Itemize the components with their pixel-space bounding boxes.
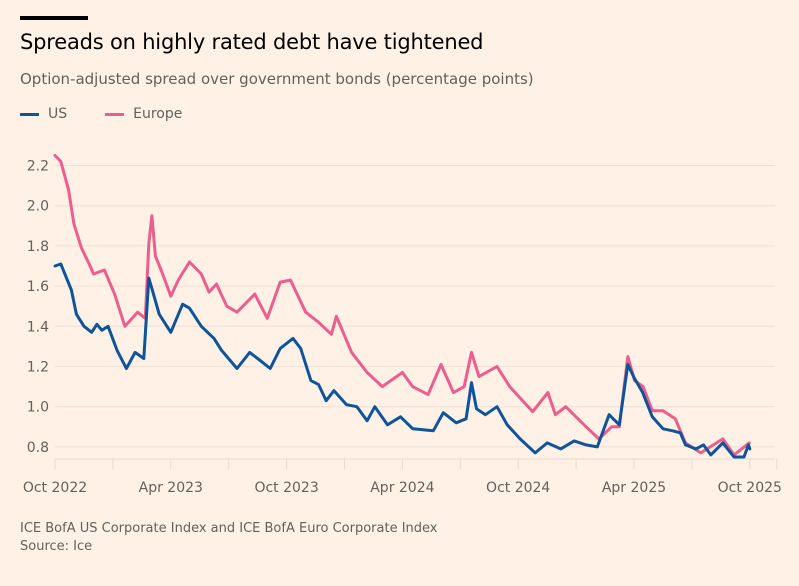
- y-tick-label: 1.0: [27, 400, 49, 416]
- y-axis: 0.8 1.0 1.2 1.4 1.6 1.8 2.0 2.2: [27, 159, 49, 456]
- x-tick-label: Oct 2022: [23, 480, 87, 496]
- series-lines: [53, 154, 752, 459]
- x-axis: Oct 2022 Apr 2023 Oct 2023 Apr 2024 Oct 2024…: [23, 458, 782, 496]
- x-tick-label: Apr 2023: [139, 480, 203, 496]
- legend-label-europe: Europe: [133, 106, 183, 122]
- series-line-europe: [53, 154, 751, 457]
- x-tick-label: Oct 2023: [254, 480, 318, 496]
- legend-label-us: US: [48, 106, 68, 122]
- y-tick-label: 2.0: [27, 199, 49, 215]
- y-tick-label: 2.2: [27, 159, 49, 175]
- x-tick-label: Oct 2025: [718, 480, 782, 496]
- brand-bar: [20, 16, 88, 20]
- x-tick-label: Oct 2024: [486, 480, 550, 496]
- chart-title: Spreads on highly rated debt have tighte…: [20, 30, 484, 54]
- y-tick-label: 1.2: [27, 360, 49, 376]
- footnote-indices: ICE BofA US Corporate Index and ICE BofA…: [20, 521, 438, 536]
- series-line-us: [53, 262, 752, 459]
- legend-item-us: US: [20, 106, 67, 122]
- x-tick-label: Apr 2024: [370, 480, 434, 496]
- line-chart: 0.8 1.0 1.2 1.4 1.6 1.8 2.0 2.2 Oct 2022 Apr 202…: [23, 154, 782, 496]
- source-note: Source: Ice: [20, 539, 93, 554]
- y-tick-label: 1.6: [27, 279, 49, 295]
- legend-item-europe: Europe: [105, 106, 182, 122]
- y-tick-label: 1.8: [27, 239, 49, 255]
- y-tick-label: 1.4: [27, 319, 49, 335]
- chart-subtitle: Option-adjusted spread over government b…: [20, 70, 534, 88]
- gridlines: [55, 165, 775, 448]
- footnote: ICE BofA US Corporate Index and ICE BofA…: [20, 520, 438, 556]
- legend: US Europe: [20, 106, 220, 122]
- legend-swatch-europe: [105, 112, 125, 116]
- y-tick-label: 0.8: [27, 440, 49, 456]
- x-tick-label: Apr 2025: [602, 480, 666, 496]
- legend-swatch-us: [20, 112, 39, 116]
